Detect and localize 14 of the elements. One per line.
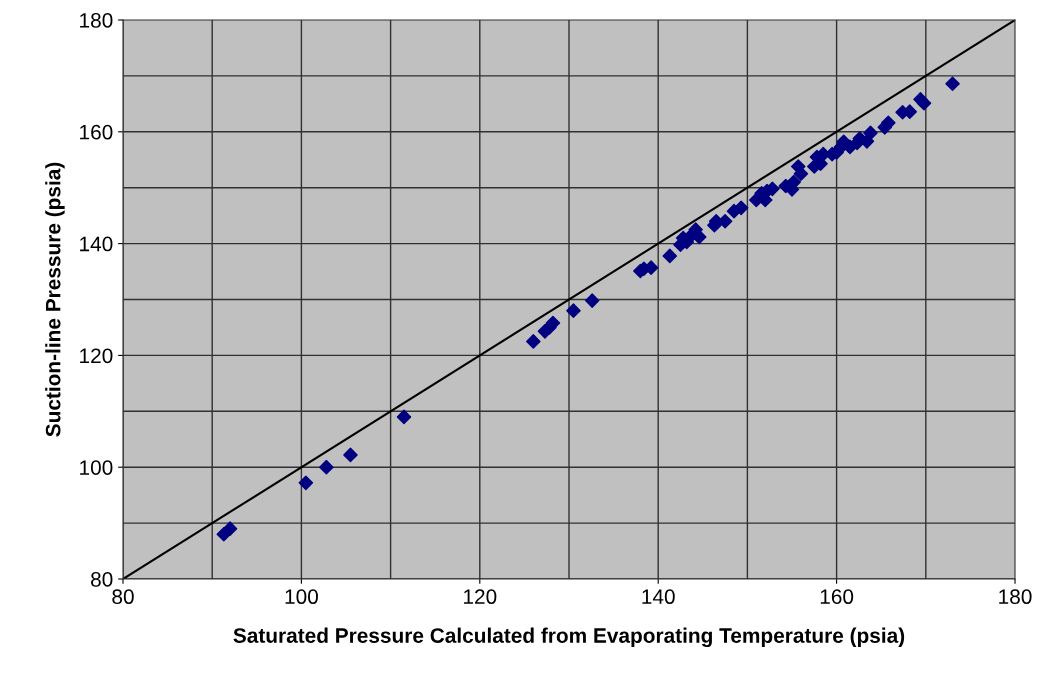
y-tick-label: 120 <box>80 348 113 364</box>
x-tick-label: 140 <box>642 589 675 605</box>
y-tick-label: 160 <box>80 124 113 140</box>
x-axis-title: Saturated Pressure Calculated from Evaporating Temperature (psia) <box>233 627 905 648</box>
x-tick-label: 160 <box>820 589 854 605</box>
x-tick-label: 80 <box>112 589 134 605</box>
x-tick-label: 120 <box>464 589 497 605</box>
y-tick-label: 80 <box>91 572 113 587</box>
y-tick-label: 180 <box>80 13 113 28</box>
x-tick-label: 180 <box>999 589 1032 605</box>
x-tick-label: 100 <box>285 589 318 605</box>
y-tick-label: 100 <box>80 460 113 475</box>
y-tick-label: 140 <box>80 236 113 252</box>
y-axis-title: Suction-line Pressure (psia) <box>45 162 65 437</box>
